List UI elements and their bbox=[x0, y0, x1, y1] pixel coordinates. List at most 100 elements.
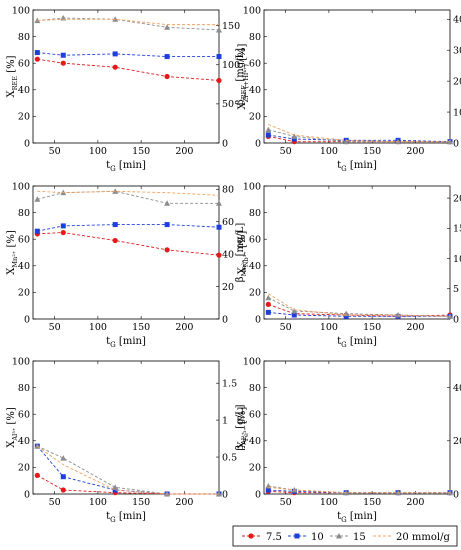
panel-b-ytick-label: 100 bbox=[243, 5, 261, 16]
panel-a-xtick-label: 100 bbox=[89, 146, 107, 157]
panel-d-xtick-label: 150 bbox=[363, 322, 381, 333]
panel-b-series-15-line bbox=[268, 129, 450, 143]
panel-b: 50 100 150 200 0 20 40 60 80 100 0 100 200 300 400 tG [… bbox=[237, 5, 461, 173]
panel-e-ytick-label: 80 bbox=[18, 383, 30, 394]
panel-e-series-10-point-1 bbox=[60, 474, 66, 480]
panel-b-series-15-point-0 bbox=[265, 126, 272, 133]
panel-b-xtick-label: 200 bbox=[406, 146, 424, 157]
panel-e-ytick-label: 100 bbox=[12, 356, 30, 367]
panel-b-series-20-mmol-g-line bbox=[268, 123, 450, 143]
panel-f-y2tick-label: 0 bbox=[453, 489, 459, 500]
panel-c-series-7-5-point-1 bbox=[60, 229, 66, 236]
panel-c-series-10-line bbox=[37, 224, 220, 232]
legend-label-15: 15 bbox=[353, 532, 366, 543]
panel-e-ytick-label: 40 bbox=[18, 436, 30, 447]
legend-marker-7-5 bbox=[248, 533, 254, 539]
panel-b-frame bbox=[263, 9, 451, 144]
panel-a-xlabel: tG [min] bbox=[106, 160, 146, 173]
panel-e-series-7-5-point-1 bbox=[60, 487, 66, 493]
panel-c-xtick-label: 200 bbox=[175, 322, 193, 333]
panel-f-ytick-label: 20 bbox=[249, 463, 261, 474]
panel-f-y2tick-label: 400 bbox=[453, 383, 461, 394]
legend: 7.5 10 15 20 mmol/g bbox=[232, 525, 458, 547]
panel-f-ytick-label: 100 bbox=[243, 356, 261, 367]
panel-b-y2tick-label: 100 bbox=[453, 107, 461, 118]
panel-e-y2tick-label: 1 bbox=[222, 415, 228, 426]
panel-b-ytick-label: 80 bbox=[249, 32, 261, 43]
legend-entry-15: 15 bbox=[330, 532, 366, 543]
panel-a-series-7-5-line bbox=[37, 58, 220, 81]
panel-d-series-10-line bbox=[268, 311, 450, 317]
panel-b-y2tick-label: 200 bbox=[453, 76, 461, 87]
panel-d-series-15-point-1 bbox=[291, 308, 298, 314]
panel-d-ylabel: XNb³⁺ [%] bbox=[237, 231, 250, 275]
panel-b-series-15-point-2 bbox=[343, 138, 350, 145]
panel-d-ytick-label: 80 bbox=[249, 208, 261, 219]
panel-e-series-15-point-1 bbox=[60, 455, 67, 461]
panel-d-ytick-label: 0 bbox=[255, 314, 261, 325]
panel-c: 50 100 150 200 0 20 40 60 80 100 0 20 40 60 80 tG [min]… bbox=[6, 181, 248, 349]
panel-e-series-15-point-4 bbox=[216, 491, 222, 497]
panel-f-xtick-label: 50 bbox=[280, 497, 292, 508]
panel-e-xtick-label: 100 bbox=[89, 497, 107, 508]
panel-d-y2tick-label: 0 bbox=[453, 314, 459, 325]
panel-f-y2tick-label: 200 bbox=[453, 436, 461, 447]
panel-c-series-10-point-4 bbox=[216, 224, 222, 230]
panel-d-y2tick-label: 20 bbox=[453, 193, 461, 204]
panel-a-series-7-5-point-0 bbox=[34, 56, 40, 62]
panel-e-ylabel: XAl³⁺ [%] bbox=[6, 407, 19, 448]
panel-c-ytick-label: 60 bbox=[18, 235, 30, 246]
panel-b-ytick-label: 0 bbox=[255, 138, 261, 149]
panel-a-ytick-label: 80 bbox=[18, 32, 30, 43]
panel-d-ytick-label: 60 bbox=[249, 235, 261, 246]
panel-e-xtick-label: 200 bbox=[175, 497, 193, 508]
panel-d-ytick-label: 40 bbox=[249, 261, 261, 272]
panel-c-series-10-point-1 bbox=[60, 223, 66, 229]
panel-f-ytick-label: 40 bbox=[249, 436, 261, 447]
panel-e-y2tick-label: 0.5 bbox=[222, 452, 237, 463]
panel-c-series-15-point-0 bbox=[34, 196, 41, 202]
legend-marker-15 bbox=[336, 533, 342, 539]
panel-d: 50 100 150 200 0 20 40 60 80 100 0 5 10 15 20 tG [min] X… bbox=[237, 181, 461, 349]
panel-a-series-15-line bbox=[37, 17, 220, 31]
panel-b-ytick-label: 60 bbox=[249, 59, 261, 70]
panel-c-y2label: βMn²⁺ [mg/L] bbox=[235, 223, 248, 283]
panel-f-series-15-point-3 bbox=[395, 489, 402, 496]
panel-e-y2label: βAl³⁺ [g/L] bbox=[235, 404, 248, 450]
panel-e-ytick-label: 60 bbox=[18, 410, 30, 421]
panel-a-series-20-mmol-g-line bbox=[37, 18, 219, 26]
panel-c-series-10-point-2 bbox=[112, 222, 118, 228]
panel-d-series-7-5-point-0 bbox=[265, 301, 271, 307]
panel-e-xlabel: tG [min] bbox=[106, 511, 146, 524]
panel-b-y2tick-label: 0 bbox=[453, 138, 459, 149]
panel-c-series-15-line bbox=[37, 190, 219, 204]
panel-c-y2tick-label: 40 bbox=[222, 249, 234, 260]
legend-box bbox=[232, 525, 458, 547]
panel-c-ytick-label: 80 bbox=[18, 208, 30, 219]
panel-c-y2tick-label: 80 bbox=[222, 185, 234, 196]
panel-a-y2tick-label: 50 bbox=[222, 99, 234, 110]
panel-b-ytick-label: 20 bbox=[249, 112, 261, 123]
panel-b-y2tick-label: 400 bbox=[453, 15, 461, 26]
panel-e-series-10-point-2 bbox=[112, 487, 118, 493]
panel-f-ytick-label: 60 bbox=[249, 410, 261, 421]
panel-f-series-15-point-2 bbox=[343, 489, 350, 496]
panel-a-y2label: βREE [mg/L] bbox=[235, 48, 248, 105]
legend-entry-20: 20 mmol/g bbox=[373, 532, 450, 543]
panel-c-series-10-point-0 bbox=[34, 228, 40, 234]
panel-c-series-10-point-3 bbox=[164, 222, 170, 228]
panel-b-xtick-label: 50 bbox=[280, 146, 292, 157]
panel-f-series-10-point-0 bbox=[265, 487, 271, 493]
panel-d-y2tick-label: 15 bbox=[453, 224, 461, 235]
panel-b-y2tick-label: 300 bbox=[453, 46, 461, 57]
panel-c-y2tick-label: 60 bbox=[222, 217, 234, 228]
panel-e: 50 100 150 200 0 20 40 60 80 100 0 0.5 1 1.5 tG [min] X… bbox=[6, 356, 248, 524]
panel-d-series-10-point-0 bbox=[265, 309, 271, 315]
panel-d-xlabel: tG [min] bbox=[337, 336, 377, 349]
panel-a: 50 100 150 200 0 20 40 60 80 100 0 50 100 150 tG [min]… bbox=[6, 5, 248, 173]
panel-b-xtick-label: 150 bbox=[363, 146, 381, 157]
panel-d-ytick-label: 100 bbox=[243, 181, 261, 192]
panel-f-xlabel: tG [min] bbox=[337, 511, 377, 524]
legend-label-7-5: 7.5 bbox=[266, 532, 282, 543]
panel-e-xtick-label: 50 bbox=[49, 497, 61, 508]
